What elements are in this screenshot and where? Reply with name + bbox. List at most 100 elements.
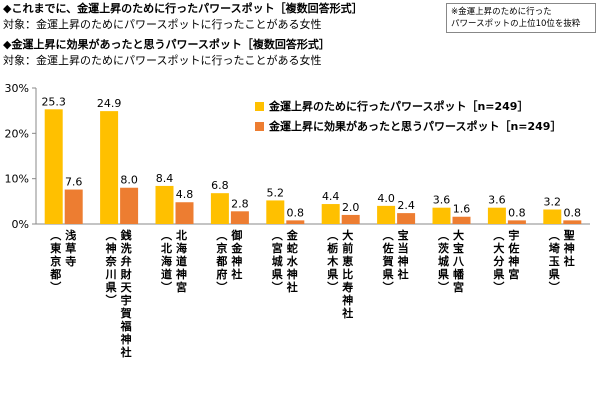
bar-visited bbox=[487, 207, 506, 224]
bar-visited bbox=[377, 205, 396, 224]
category-prefecture-char: ︵ bbox=[382, 229, 395, 242]
bar-effective bbox=[286, 220, 305, 224]
category-label-char: 宝 bbox=[398, 228, 409, 242]
data-label-visited: 24.9 bbox=[97, 97, 122, 110]
category-label-char: 神 bbox=[398, 254, 409, 268]
category-prefecture-char: ︵ bbox=[437, 229, 450, 242]
category-prefecture-char: ︵ bbox=[492, 229, 505, 242]
category-prefecture-char: 栃 bbox=[327, 241, 338, 255]
category-label-char: 宇 bbox=[508, 228, 519, 242]
category-prefecture-char: 奈 bbox=[105, 254, 118, 268]
target-note-2: 対象：金運上昇のためにパワースポットに行ったことがある女性 bbox=[3, 54, 322, 67]
category-prefecture-char: 賀 bbox=[382, 254, 394, 268]
category-label-char: 金 bbox=[230, 241, 243, 255]
category-label-char: 宮 bbox=[176, 280, 187, 294]
category-prefecture-char: ︵ bbox=[271, 229, 284, 242]
category-prefecture-char: 京 bbox=[216, 241, 227, 255]
category-prefecture-char: ︶ bbox=[548, 280, 561, 294]
category-label-char: 銭 bbox=[120, 228, 132, 242]
category-prefecture-char: ︶ bbox=[160, 280, 173, 294]
category-label-char: 北 bbox=[176, 228, 187, 242]
bar-visited bbox=[266, 200, 285, 224]
category-prefecture-char: 都 bbox=[49, 267, 61, 281]
category-prefecture-char: 玉 bbox=[549, 255, 560, 268]
category-prefecture-char: 佐 bbox=[382, 241, 394, 255]
bar-effective bbox=[452, 216, 471, 224]
category-label-char: 財 bbox=[120, 267, 132, 281]
category-label-char: 社 bbox=[230, 267, 242, 281]
data-label-effective: 1.6 bbox=[453, 203, 471, 216]
category-prefecture-char: ︵ bbox=[548, 229, 561, 242]
category-label-char: 神 bbox=[564, 241, 575, 255]
category-label-char: 大 bbox=[453, 228, 464, 242]
footnote-line-2: パワースポットの上位10位を抜粋 bbox=[451, 19, 581, 29]
category-prefecture-char: ︵ bbox=[215, 229, 228, 242]
category-label-char: 神 bbox=[121, 332, 132, 346]
category-prefecture-char: ︶ bbox=[215, 280, 228, 294]
data-label-visited: 3.6 bbox=[488, 194, 506, 207]
bar-effective bbox=[64, 189, 83, 224]
y-tick-label: 10% bbox=[5, 173, 29, 186]
category-prefecture-char: 分 bbox=[493, 254, 504, 268]
category-prefecture-char: ︶ bbox=[105, 293, 118, 307]
category-prefecture-char: 大 bbox=[493, 241, 504, 255]
category-prefecture-char: ︵ bbox=[49, 229, 62, 242]
bar-visited bbox=[210, 193, 229, 224]
category-prefecture-char: 北 bbox=[161, 241, 172, 255]
category-label-char: 宮 bbox=[508, 267, 519, 281]
category-label-char: 社 bbox=[397, 267, 409, 281]
legend-swatch-visited bbox=[255, 102, 264, 111]
legend: 金運上昇のために行ったパワースポット［n=249］ 金運上昇に効果があったと思う… bbox=[247, 94, 595, 138]
data-label-visited: 3.6 bbox=[433, 194, 451, 207]
bar-visited bbox=[100, 111, 119, 224]
legend-item-visited: 金運上昇のために行ったパワースポット［n=249］ bbox=[255, 98, 528, 114]
y-tick-label: 30% bbox=[5, 82, 29, 95]
data-label-visited: 6.8 bbox=[211, 179, 229, 192]
category-label-char: 当 bbox=[398, 241, 409, 255]
category-prefecture-char: 県 bbox=[383, 268, 394, 281]
category-prefecture-char: 宮 bbox=[272, 241, 283, 255]
footnote-box: ※金運上昇のために行った パワースポットの上位10位を抜粋 bbox=[446, 3, 596, 33]
y-tick-label: 0% bbox=[12, 218, 29, 231]
bar-visited bbox=[432, 207, 451, 224]
category-label-char: 聖 bbox=[564, 229, 575, 242]
data-label-effective: 0.8 bbox=[508, 206, 526, 219]
category-label-char: 洗 bbox=[121, 241, 132, 255]
category-prefecture-char: 城 bbox=[272, 254, 283, 268]
category-label-char: 社 bbox=[286, 280, 298, 294]
bar-visited bbox=[321, 204, 340, 224]
bar-effective bbox=[120, 187, 139, 224]
category-label-char: 比 bbox=[342, 267, 353, 281]
category-prefecture-char: 神 bbox=[106, 241, 117, 255]
category-label-char: 海 bbox=[176, 241, 187, 255]
data-label-effective: 2.8 bbox=[231, 197, 249, 210]
category-label-char: 神 bbox=[508, 254, 519, 268]
bar-visited bbox=[543, 209, 562, 224]
category-prefecture-char: ︶ bbox=[326, 280, 339, 294]
category-prefecture-char: ︶ bbox=[49, 280, 62, 294]
category-label-char: 弁 bbox=[121, 254, 132, 268]
category-prefecture-char: 府 bbox=[216, 267, 227, 281]
category-label-char: 神 bbox=[342, 293, 353, 307]
bar-effective bbox=[507, 220, 526, 224]
category-prefecture-char: 木 bbox=[326, 254, 339, 268]
chart-title-2: ◆金運上昇に効果があったと思うパワースポット［複数回答形式］ bbox=[3, 38, 330, 51]
data-label-visited: 3.2 bbox=[544, 195, 562, 208]
legend-label-effective: 金運上昇に効果があったと思うパワースポット［n=249］ bbox=[269, 120, 562, 133]
data-label-visited: 4.0 bbox=[377, 192, 395, 205]
category-prefecture-char: 京 bbox=[50, 254, 61, 268]
bar-effective bbox=[341, 214, 360, 224]
category-label-char: 幡 bbox=[453, 267, 465, 281]
category-prefecture-char: ︵ bbox=[105, 229, 118, 242]
category-label-char: 寿 bbox=[342, 280, 353, 294]
category-prefecture-char: 県 bbox=[272, 268, 283, 281]
category-label-char: 天 bbox=[121, 281, 133, 294]
legend-item-effective: 金運上昇に効果があったと思うパワースポット［n=249］ bbox=[255, 118, 561, 134]
y-tick-label: 20% bbox=[5, 127, 29, 140]
category-label-char: 賀 bbox=[120, 306, 132, 320]
category-label-char: 八 bbox=[452, 255, 465, 268]
category-prefecture-char: 都 bbox=[215, 254, 227, 268]
category-prefecture-char: 県 bbox=[438, 268, 449, 281]
bar-effective bbox=[175, 202, 194, 224]
